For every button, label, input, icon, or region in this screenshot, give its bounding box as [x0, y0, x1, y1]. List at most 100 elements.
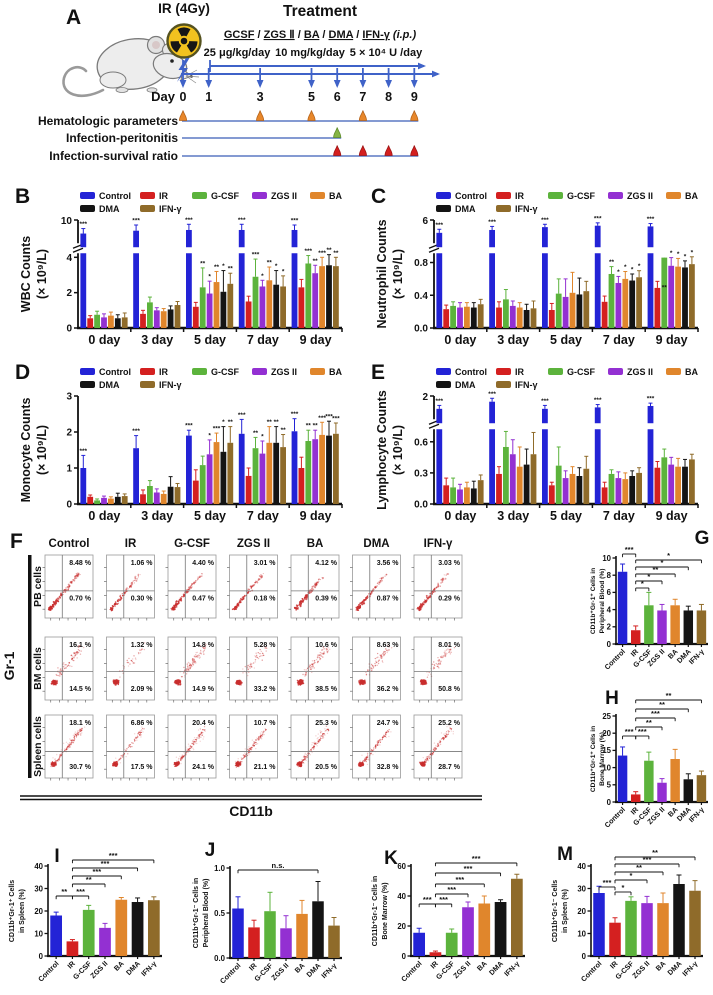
- flow-plot: [290, 636, 340, 701]
- y-tick-label: 25: [602, 712, 611, 721]
- bar-BA: [670, 759, 680, 802]
- bar-DMA: [683, 779, 694, 802]
- flow-plot: [106, 636, 155, 701]
- y-axis-title: CD11b⁺Gr-1⁺ Cells: [9, 880, 16, 942]
- panel-c-neutrophil-chart: C Control IR G-CSF ZGS II BA DMA IFN-γ 0.0 0.4 0.8…: [356, 178, 713, 354]
- bar: [457, 489, 463, 504]
- bar-Control: [50, 915, 63, 956]
- legend-swatch: [496, 381, 511, 388]
- flow-upper-percent: 5.28 %: [254, 642, 277, 649]
- flow-lower-percent: 14.5 %: [69, 686, 92, 693]
- x-group-label: 7 day: [247, 333, 279, 347]
- x-tick-label: Control: [579, 959, 603, 983]
- y-tick-label: 6: [422, 216, 428, 227]
- bar: [654, 467, 661, 504]
- legend-swatch: [80, 381, 95, 388]
- bar: [496, 307, 502, 328]
- day-tick-label: 1: [205, 90, 212, 104]
- bar: [174, 305, 181, 328]
- legend-swatch: [310, 368, 325, 375]
- panel-letter-e: E: [371, 361, 385, 384]
- significance-stars: *: [641, 579, 644, 588]
- bar-G-CSF: [445, 932, 458, 956]
- legend-label: DMA: [455, 380, 476, 390]
- legend-label: BA: [685, 367, 698, 377]
- bar-ZGS II: [657, 610, 667, 644]
- panel-letter-c: C: [371, 185, 386, 208]
- significance-stars: **: [306, 423, 312, 430]
- bar: [108, 498, 114, 504]
- flow-upper-percent: 4.40 %: [192, 560, 215, 567]
- x-tick-label: IFN-γ: [687, 805, 706, 824]
- significance-stars: *: [208, 432, 211, 439]
- bar: [238, 253, 245, 328]
- legend-label: G-CSF: [567, 367, 596, 377]
- bar-IR: [609, 922, 621, 956]
- panel-letter-b: B: [15, 185, 30, 208]
- y-axis-title: CD11b⁺Gr-1⁻ Cells: [552, 880, 559, 942]
- bar: [280, 447, 286, 504]
- bar: [675, 466, 681, 504]
- flow-upper-percent: 20.4 %: [192, 720, 215, 727]
- y-tick-label: 40: [577, 862, 586, 871]
- flow-lower-percent: 0.87 %: [377, 595, 400, 602]
- panel-letter-i: I: [54, 846, 59, 867]
- bar-ZGS II: [280, 928, 292, 958]
- panel-letter-j: J: [205, 840, 216, 861]
- legend-swatch: [608, 192, 623, 199]
- flow-column-header: G-CSF: [174, 538, 210, 550]
- flow-plot: [413, 636, 463, 701]
- flow-upper-percent: 8.01 %: [438, 642, 461, 649]
- bar: [153, 310, 160, 328]
- day-tick-label: 7: [359, 90, 366, 104]
- y-axis-title: Bone Marrow (%): [599, 732, 606, 786]
- bar: [160, 493, 167, 504]
- legend-swatch: [608, 368, 623, 375]
- y-tick-label: 0.6: [414, 437, 428, 448]
- bar-ZGS II: [641, 903, 653, 956]
- y-tick-label: 2: [66, 428, 72, 439]
- bar: [238, 433, 245, 504]
- significance-stars: ***: [625, 545, 634, 554]
- y-axis-title: Peripheral Blood (%): [599, 569, 606, 634]
- flow-lower-percent: 0.18 %: [254, 595, 277, 602]
- y-tick-label: 20: [397, 922, 406, 931]
- legend-swatch: [80, 192, 95, 199]
- y-tick-label: 0.8: [414, 258, 428, 269]
- bar: [167, 486, 174, 504]
- y-axis-title: (× 10⁹/L): [391, 249, 405, 299]
- bar: [94, 500, 100, 504]
- ir-dose-label: IR (4Gy): [158, 1, 210, 16]
- panel-letter-h: H: [605, 688, 619, 709]
- flow-lower-percent: 14.9 %: [192, 686, 215, 693]
- y-tick-label: 0.0: [414, 324, 428, 335]
- bar-IR: [66, 941, 79, 956]
- x-tick-label: G-CSF: [252, 961, 275, 984]
- significance-stars: ***: [318, 250, 326, 257]
- flow-lower-percent: 50.8 %: [438, 686, 461, 693]
- panel-b-svg: B Control IR G-CSF ZGS II BA DMA IFN-γ 0 2 4 10 WBC …: [15, 185, 343, 347]
- y-axis-title: CD11b⁺Gr-1⁻ Cells in: [193, 878, 200, 948]
- bar: [594, 407, 601, 424]
- bar-Control: [617, 755, 628, 802]
- flow-plot: [167, 554, 217, 619]
- significance-stars: ***: [132, 217, 140, 224]
- radiation-icon: IR (4Gy): [158, 1, 210, 59]
- y-axis-title: Neutrophil Counts: [375, 219, 389, 328]
- significance-stars: *: [222, 419, 225, 426]
- flow-upper-percent: 1.06 %: [131, 560, 154, 567]
- y-tick-label: 20: [577, 907, 586, 916]
- panel-letter-m: M: [557, 844, 573, 865]
- bar: [333, 266, 339, 328]
- timepoint-marker: [256, 110, 265, 121]
- bar: [668, 464, 675, 504]
- panel-a-schematic: A IR (4Gy) Treatment GCSF / ZGS Ⅱ / BA / DM…: [0, 0, 713, 178]
- y-tick-label: 0.3: [414, 468, 428, 479]
- panel-c-svg: C Control IR G-CSF ZGS II BA DMA IFN-γ 0.0 0.4 0.8…: [371, 185, 699, 347]
- bar-DMA: [683, 610, 694, 644]
- bar: [636, 472, 642, 504]
- x-group-label: 0 day: [444, 509, 476, 523]
- flow-upper-percent: 25.2 %: [438, 720, 461, 727]
- legend-label: DMA: [99, 204, 120, 214]
- significance-stars: ***: [238, 412, 246, 419]
